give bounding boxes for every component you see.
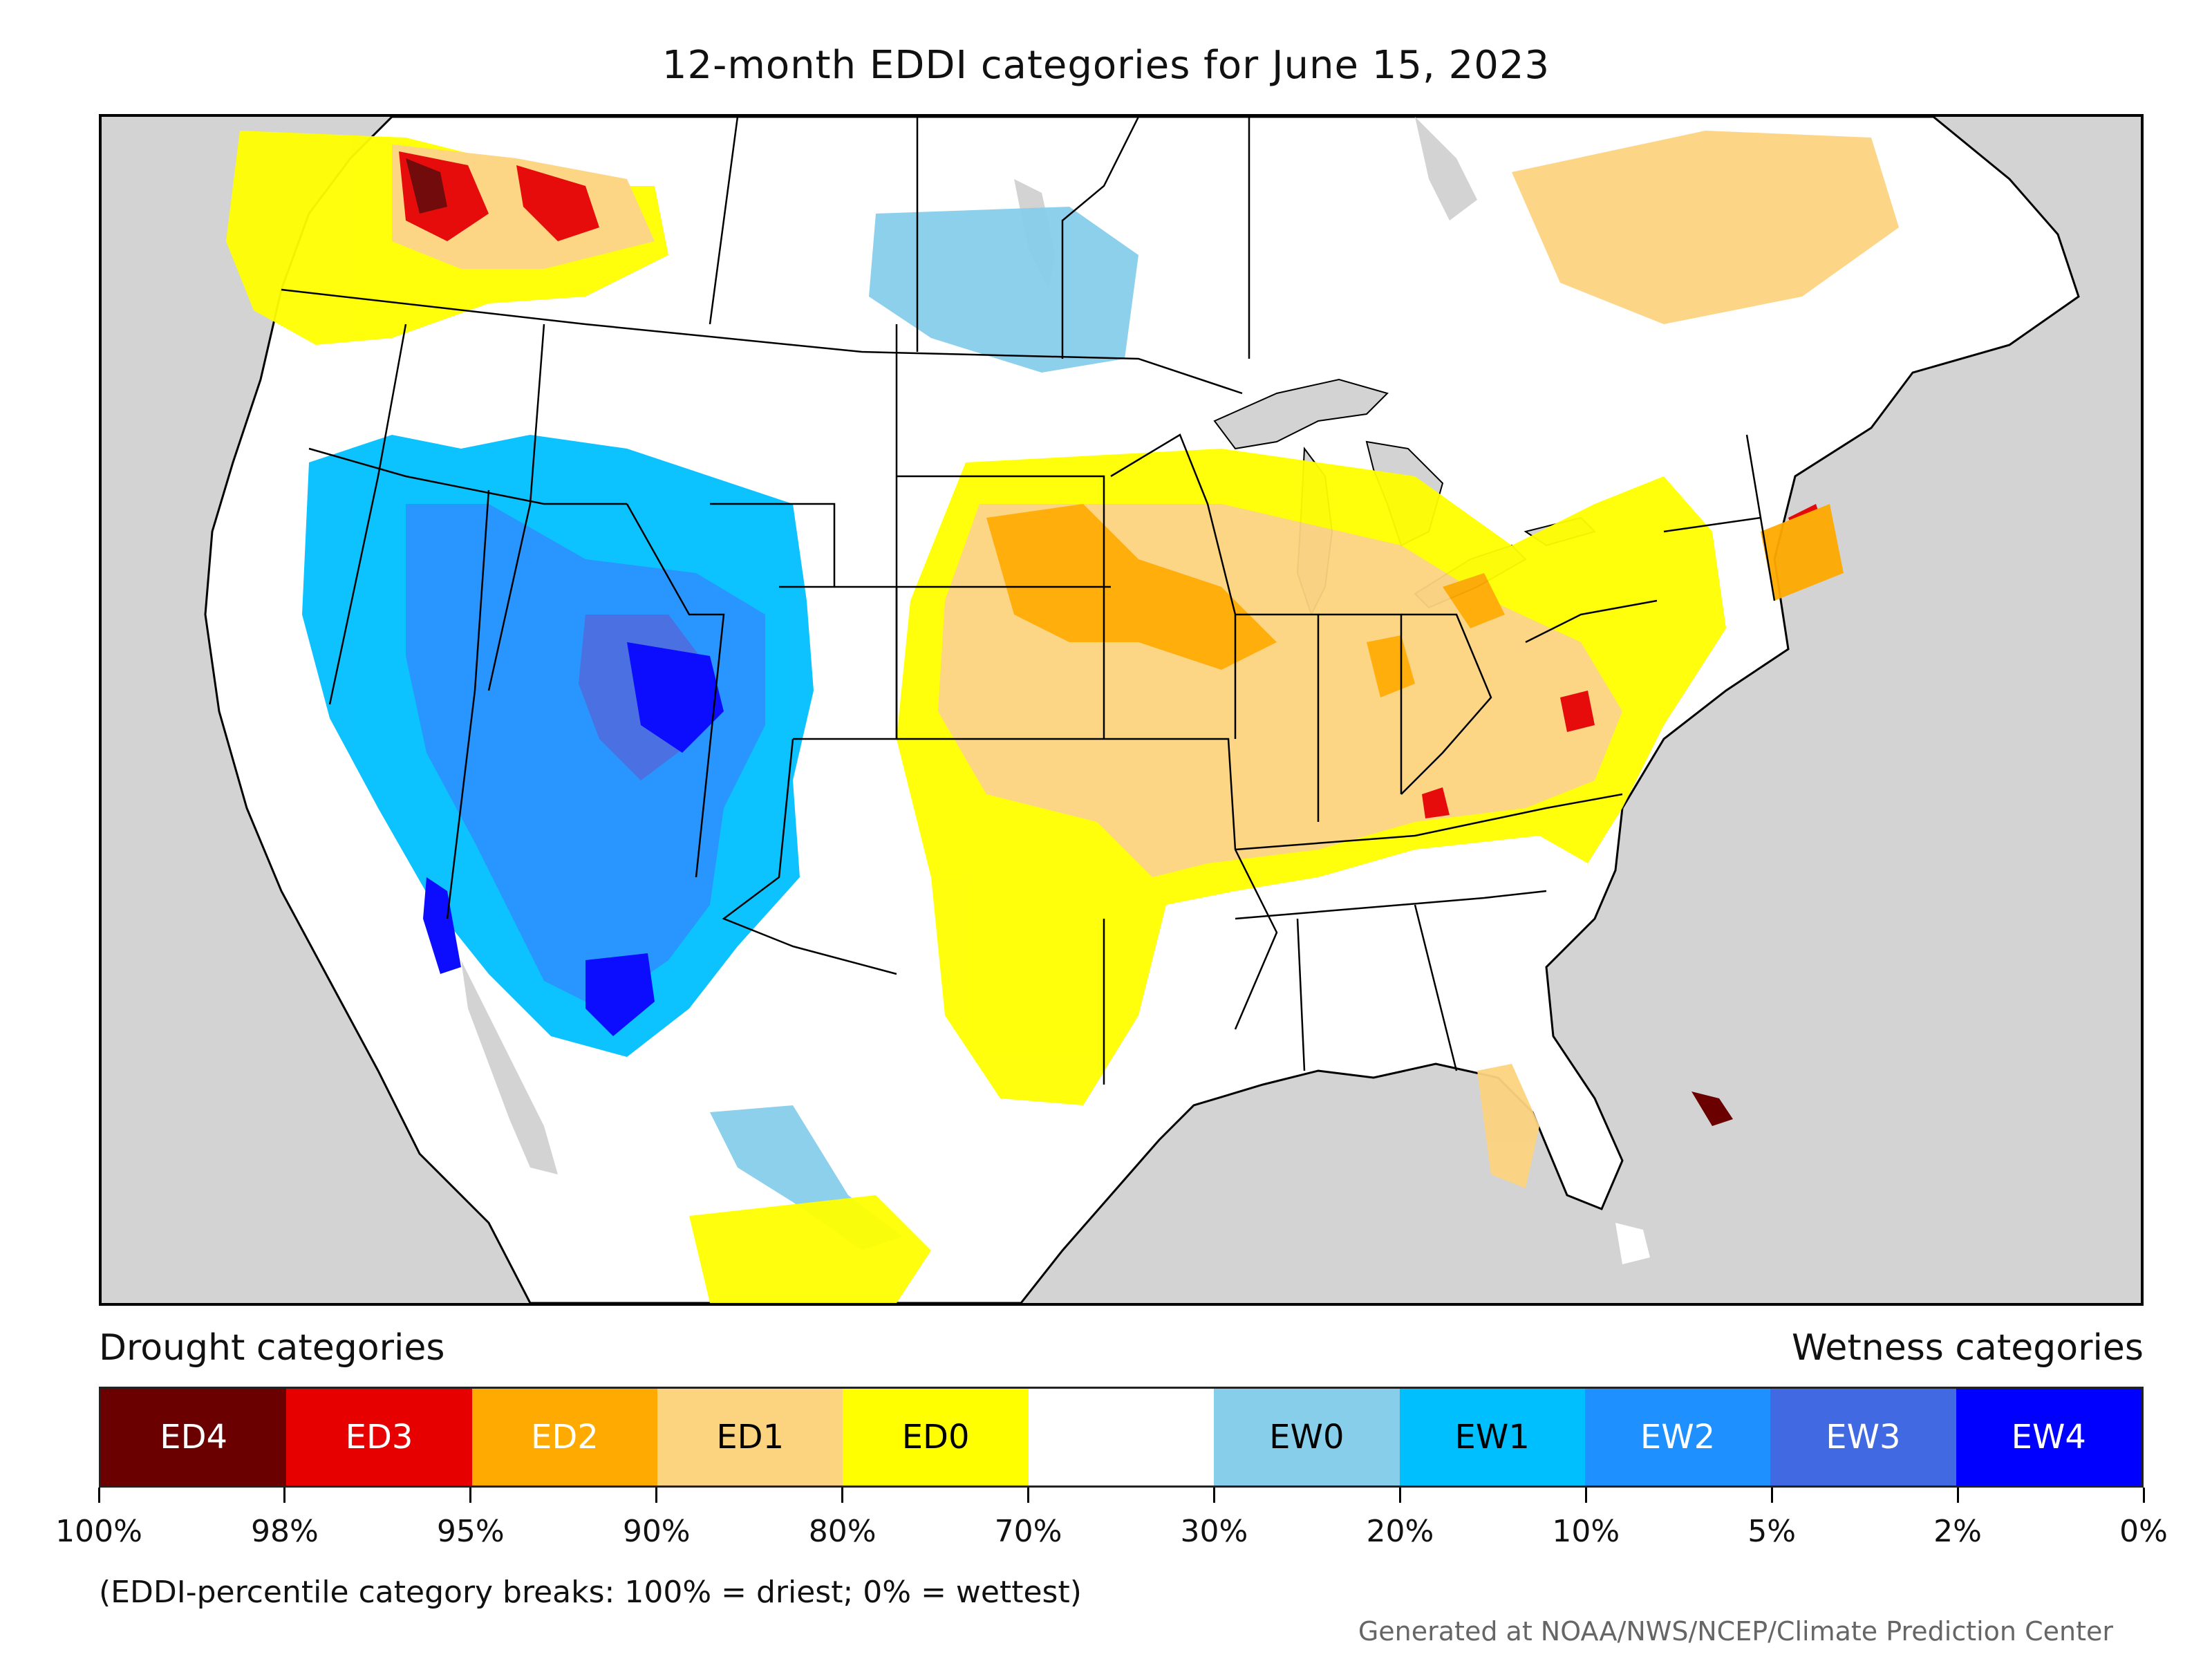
category-swatch-ed4: ED4 <box>101 1389 287 1485</box>
category-swatch-ew2: EW2 <box>1584 1389 1771 1485</box>
colorbar-tick-label: 10% <box>1552 1514 1620 1549</box>
colorbar-tick-label: 100% <box>55 1514 142 1549</box>
category-swatch-ed2: ED2 <box>471 1389 658 1485</box>
colorbar-tick <box>2142 1488 2145 1503</box>
colorbar-tick <box>1027 1488 1030 1503</box>
drought-categories-heading: Drought categories <box>99 1327 445 1369</box>
colorbar-tick-label: 70% <box>994 1514 1062 1549</box>
map-panel <box>99 114 2144 1306</box>
gulf-of-california <box>461 960 558 1174</box>
colorbar-tick <box>1398 1488 1401 1503</box>
colorbar-tick-label: 5% <box>1747 1514 1797 1549</box>
colorbar-tick-label: 90% <box>622 1514 691 1549</box>
colorbar-tick <box>1770 1488 1773 1503</box>
colorbar-tick-label: 20% <box>1366 1514 1434 1549</box>
wetness-categories-heading: Wetness categories <box>1792 1327 2144 1369</box>
category-swatch-normal <box>1028 1389 1215 1485</box>
colorbar-tick-label: 30% <box>1180 1514 1248 1549</box>
cuba-tip <box>1615 1223 1650 1264</box>
category-note: (EDDI-percentile category breaks: 100% =… <box>99 1575 1082 1610</box>
category-swatch-ed0: ED0 <box>843 1389 1029 1485</box>
colorbar-ticks <box>97 1488 2145 1508</box>
category-swatch-ew0: EW0 <box>1214 1389 1400 1485</box>
category-swatch-ew4: EW4 <box>1956 1389 2141 1485</box>
bahamas <box>1691 1091 1733 1126</box>
colorbar-tick-label: 0% <box>2119 1514 2168 1549</box>
credit-line: Generated at NOAA/NWS/NCEP/Climate Predi… <box>1358 1616 2113 1647</box>
colorbar-tick-label: 80% <box>808 1514 877 1549</box>
colorbar-tick <box>655 1488 658 1503</box>
colorbar-tick <box>469 1488 472 1503</box>
colorbar-tick <box>97 1488 100 1503</box>
map-title: 12-month EDDI categories for June 15, 20… <box>662 43 1550 88</box>
eddi-map <box>204 117 2080 1303</box>
lake-superior <box>1213 378 1389 450</box>
category-colorbar: ED4 ED3 ED2 ED1 ED0 EW0 EW1 EW2 EW3 EW4 <box>99 1387 2144 1488</box>
wetness-areas <box>302 207 1138 1250</box>
colorbar-tick-label: 2% <box>1933 1514 1982 1549</box>
colorbar-tick <box>841 1488 844 1503</box>
colorbar-tick-label: 95% <box>436 1514 505 1549</box>
category-swatch-ew1: EW1 <box>1399 1389 1585 1485</box>
category-swatch-ew3: EW3 <box>1770 1389 1956 1485</box>
hudson-bay-edge <box>1415 117 1477 221</box>
category-swatch-ed1: ED1 <box>657 1389 843 1485</box>
colorbar-tick <box>1956 1488 1959 1503</box>
colorbar-tick <box>1212 1488 1215 1503</box>
colorbar-tick-label: 98% <box>251 1514 319 1549</box>
colorbar-tick <box>1584 1488 1587 1503</box>
boundaries <box>281 117 1776 1085</box>
colorbar-tick <box>283 1488 286 1503</box>
category-swatch-ed3: ED3 <box>286 1389 472 1485</box>
